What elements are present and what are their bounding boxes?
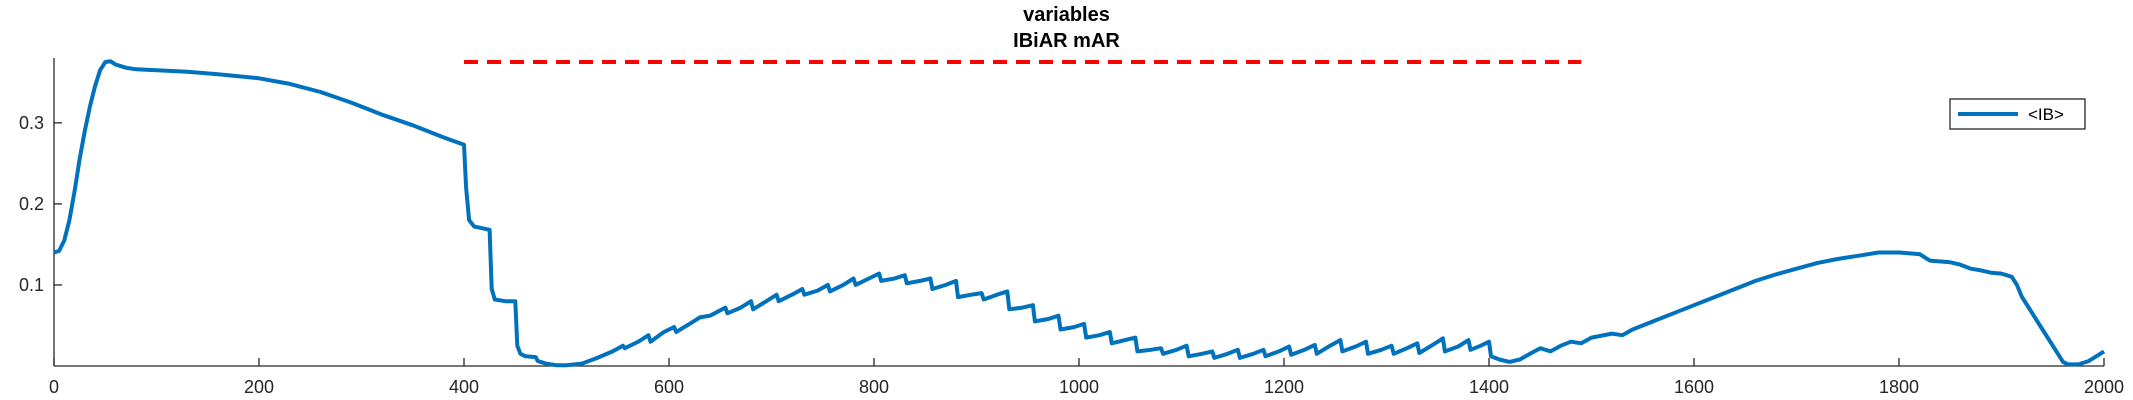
series-lines: [53, 59, 2106, 368]
legend-label-ib: <IB>: [2028, 105, 2064, 124]
y-tick-label: 0.2: [19, 194, 44, 214]
x-tick-label: 1200: [1264, 377, 1304, 397]
x-tick-label: 2000: [2084, 377, 2124, 397]
y-tick-label: 0.3: [19, 113, 44, 133]
x-tick-label: 1600: [1674, 377, 1714, 397]
x-tick-label: 800: [859, 377, 889, 397]
x-tick-label: 1800: [1879, 377, 1919, 397]
x-tick-label: 0: [49, 377, 59, 397]
x-tick-label: 1000: [1059, 377, 1099, 397]
legend: <IB>: [1949, 98, 2086, 130]
chart-title-line-2: IBiAR mAR: [1013, 30, 1120, 52]
axes: 0 200 400 600 800 1000 1200 1400 1600 1800 2000 0.1…: [19, 58, 2124, 397]
x-tick-label: 1400: [1469, 377, 1509, 397]
x-tick-label: 600: [654, 377, 684, 397]
x-tick-label: 400: [449, 377, 479, 397]
chart-title-line-1: variables: [1023, 4, 1110, 26]
x-tick-label: 200: [244, 377, 274, 397]
series-line-0: [53, 59, 2106, 368]
y-tick-label: 0.1: [19, 275, 44, 295]
